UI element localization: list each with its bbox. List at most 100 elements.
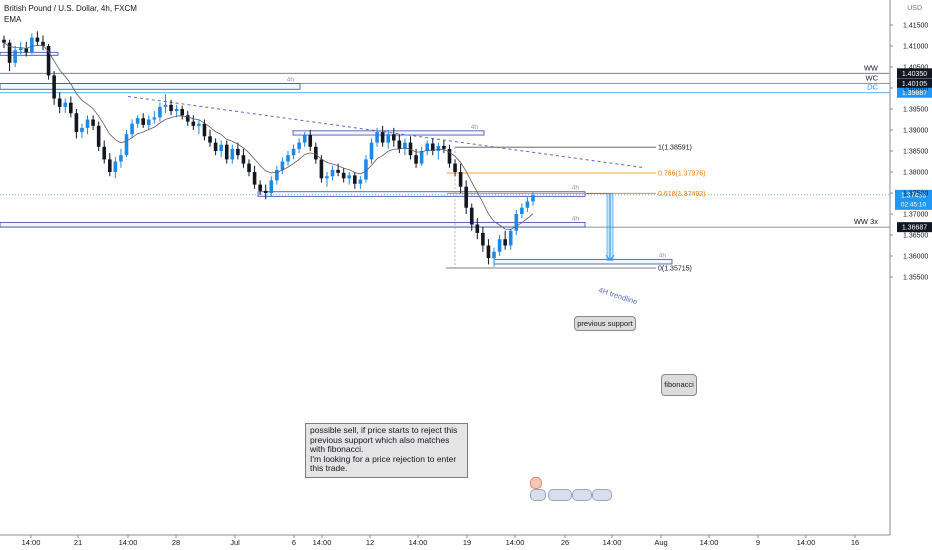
- candle-body: [269, 180, 274, 193]
- candle-body: [96, 125, 101, 147]
- candle-body: [514, 214, 519, 231]
- countdown-text: 02:45:10: [901, 201, 927, 208]
- candle-body: [286, 155, 290, 162]
- candle-body: [380, 132, 385, 143]
- x-tick-label: 6: [292, 538, 296, 547]
- candle-body: [430, 143, 435, 151]
- trendline-line[interactable]: [127, 95, 646, 169]
- level-label: WC: [866, 74, 879, 83]
- x-tick-label: Aug: [654, 538, 667, 547]
- candle-body: [247, 163, 251, 172]
- candle-body: [347, 175, 352, 179]
- candle-body: [341, 172, 346, 179]
- zone-label: 4h: [572, 185, 580, 192]
- candle-body: [291, 148, 296, 156]
- x-tick-label: 12: [366, 538, 374, 547]
- candle-body: [7, 42, 12, 63]
- candle-body: [453, 163, 457, 172]
- candle-body: [208, 136, 212, 143]
- y-tick-label: 1.38000: [903, 170, 928, 177]
- zone-box[interactable]: [0, 51, 59, 56]
- candle-body: [152, 117, 157, 120]
- candle-body: [57, 98, 62, 107]
- x-tick-label: 14:00: [313, 538, 332, 547]
- arrow-down-icon: [605, 254, 615, 262]
- candle-body: [330, 169, 335, 177]
- candle-body: [436, 145, 441, 151]
- level-label: WW 3x: [854, 217, 878, 226]
- candle-body: [124, 134, 129, 156]
- candle-body: [185, 115, 190, 122]
- candle-body: [24, 48, 29, 53]
- flag-icon[interactable]: [548, 489, 572, 501]
- candle-body: [230, 148, 235, 160]
- zone-box[interactable]: [257, 191, 586, 197]
- candle-body: [30, 37, 34, 53]
- candle-body: [358, 179, 363, 184]
- level-price-text: 1.40105: [902, 81, 927, 88]
- y-tick-label: 1.36500: [903, 233, 928, 240]
- level-price-text: 1.39887: [902, 90, 927, 97]
- candle-body: [119, 155, 123, 162]
- level-label: DC: [867, 83, 878, 92]
- x-tick-label: 9: [756, 538, 760, 547]
- indicator-label[interactable]: EMA: [4, 15, 22, 24]
- zone-box[interactable]: [493, 258, 673, 265]
- candle-body: [63, 102, 68, 107]
- zone-label: 4h: [572, 215, 580, 222]
- callout-fibonacci: fibonacci: [661, 374, 697, 396]
- y-tick-label: 1.38500: [903, 149, 928, 156]
- candle-body: [492, 251, 496, 259]
- candle-body: [158, 106, 162, 118]
- x-tick-label: 14:00: [700, 538, 719, 547]
- y-tick-label: 1.36000: [903, 254, 928, 261]
- level-price-tag: [897, 222, 932, 233]
- zone-label: 4h: [287, 77, 295, 84]
- candle-body: [91, 119, 95, 126]
- candle-body: [275, 169, 279, 181]
- candle-body: [486, 245, 491, 259]
- zone-box[interactable]: [0, 221, 586, 228]
- candle-body: [414, 155, 418, 164]
- fib-level-label: 0.786(1.37976): [658, 171, 705, 178]
- candle-body: [302, 135, 307, 143]
- y-tick-label: 1.37500: [903, 191, 928, 198]
- candle-body: [135, 118, 140, 124]
- candle-body: [18, 48, 23, 51]
- level-price-tag: [897, 68, 932, 79]
- candle-body: [481, 232, 485, 246]
- candle-body: [174, 109, 179, 112]
- candle-body: [224, 144, 229, 160]
- zone-box[interactable]: [0, 83, 301, 90]
- y-tick-label: 1.41000: [903, 44, 928, 51]
- candle-body: [146, 119, 151, 125]
- candle-body: [2, 39, 6, 43]
- time-axis: 14:00 21 14:00 28 Jul 6 14:00 12 14:00 19 14:00 26 1…: [0, 534, 890, 547]
- flag-icon[interactable]: [572, 489, 592, 501]
- candle-body: [314, 146, 318, 160]
- trendline-label: 4H trendline: [597, 285, 638, 306]
- level-price-text: 1.40350: [902, 71, 927, 78]
- fib-level-label: 0(1.35715): [658, 265, 692, 272]
- candle-body: [258, 184, 262, 191]
- candle-body: [336, 169, 340, 173]
- candle-body: [35, 37, 40, 42]
- fibonacci-retracement: 1(1.38591) 0.786(1.37976) 0.618(1.37492) 0(…: [446, 145, 705, 272]
- candle-body: [108, 159, 112, 172]
- candle-body: [141, 118, 146, 125]
- earnings-icon[interactable]: [530, 477, 542, 489]
- flag-icon[interactable]: [592, 489, 612, 501]
- flag-icon[interactable]: [530, 489, 546, 501]
- ema-polyline: [3, 42, 534, 230]
- candle-body: [52, 75, 56, 99]
- level-label: WW: [864, 63, 879, 72]
- candle-body: [464, 186, 468, 208]
- candle-body: [252, 172, 257, 185]
- x-tick-label: 26: [561, 538, 569, 547]
- y-tick-label: 1.39500: [903, 107, 928, 114]
- candle-body: [202, 123, 207, 137]
- event-icons[interactable]: [530, 477, 612, 501]
- candle-body: [364, 159, 368, 180]
